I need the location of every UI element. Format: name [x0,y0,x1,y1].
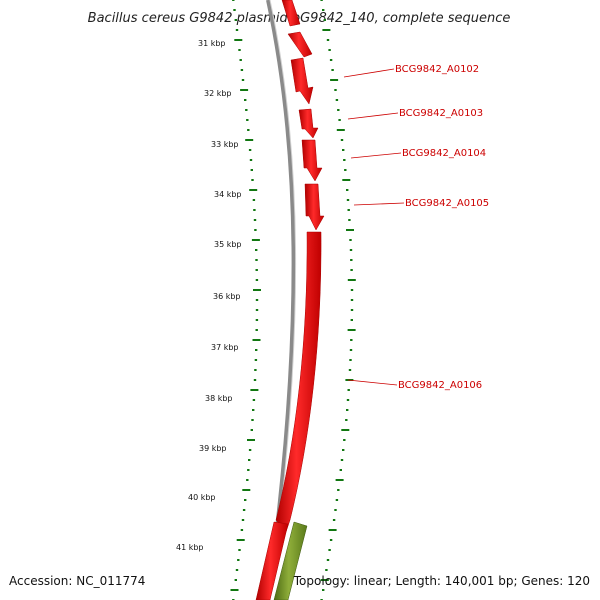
forward-genes [255,0,325,600]
topology-summary: Topology: linear; Length: 140,001 bp; Ge… [293,574,590,588]
scale-labels: 31 kbp 32 kbp 33 kbp 34 kbp 35 kbp 36 kb… [176,39,242,552]
map-title: Bacillus cereus G9842 plasmid pG9842_140… [88,11,511,26]
gene-arrow-a0102[interactable] [290,57,314,105]
gene-arrow-a0105[interactable] [304,183,325,231]
gene-label-a0104[interactable]: BCG9842_A0104 [402,148,486,159]
gene-label-a0103[interactable]: BCG9842_A0103 [399,108,483,119]
leader-line-a0103 [347,112,399,120]
scale-label: 41 kbp [176,543,204,552]
scale-label: 34 kbp [214,190,242,199]
leader-line-a0106 [347,379,398,386]
gene-leader-lines [343,68,405,386]
gene-arrow-a0103[interactable] [298,108,319,139]
scale-label: 31 kbp [198,39,226,48]
leader-line-a0104 [350,152,402,159]
reverse-gene-arrow[interactable] [273,521,308,600]
gene-label-a0106[interactable]: BCG9842_A0106 [398,380,482,391]
scale-label: 40 kbp [188,493,216,502]
gene-label-a0102[interactable]: BCG9842_A0102 [395,64,479,75]
gene-arrow-a0106[interactable] [275,231,322,533]
gene-labels: BCG9842_A0102 BCG9842_A0103 BCG9842_A010… [395,64,489,391]
gene-arrow-a0101b[interactable] [281,0,301,27]
accession-text: Accession: NC_011774 [9,574,146,588]
leader-line-a0102 [343,68,395,78]
scale-label: 33 kbp [211,140,239,149]
scale-label: 37 kbp [211,343,239,352]
leader-line-a0105 [353,202,405,206]
sequence-backbone [266,0,296,600]
outer-scale-ticks [320,0,356,600]
scale-label: 35 kbp [214,240,242,249]
scale-label: 39 kbp [199,444,227,453]
gene-label-a0105[interactable]: BCG9842_A0105 [405,198,489,209]
scale-label: 32 kbp [204,89,232,98]
scale-label: 38 kbp [205,394,233,403]
gene-arrow-a0107[interactable] [255,521,289,600]
scale-label: 36 kbp [213,292,241,301]
inner-scale-ticks [230,0,261,600]
gene-arrow-a0104[interactable] [301,139,323,182]
gene-arrow-a0101[interactable] [287,31,313,58]
